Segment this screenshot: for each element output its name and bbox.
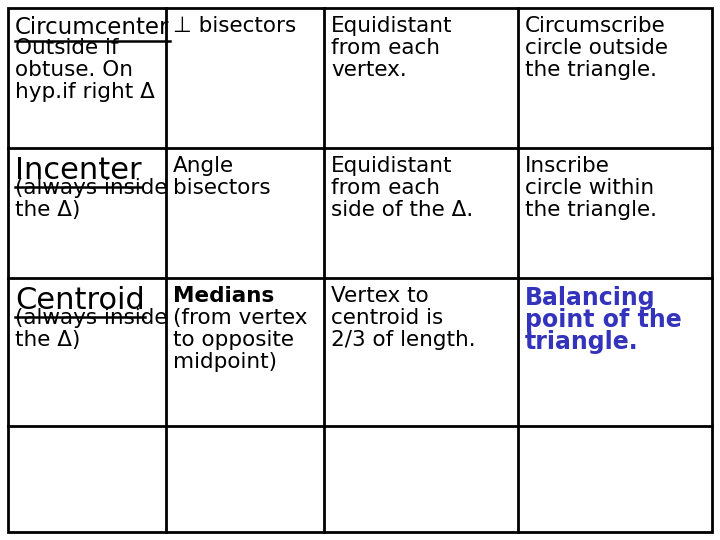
Text: triangle.: triangle. — [525, 330, 639, 354]
Text: to opposite: to opposite — [173, 330, 294, 350]
Text: Inscribe: Inscribe — [525, 156, 610, 176]
Text: obtuse. On: obtuse. On — [15, 60, 133, 80]
Text: point of the: point of the — [525, 308, 682, 332]
Text: Equidistant: Equidistant — [331, 16, 452, 36]
Text: side of the Δ.: side of the Δ. — [331, 200, 473, 220]
Text: from each: from each — [331, 178, 440, 198]
Text: Centroid: Centroid — [15, 286, 145, 315]
Text: Vertex to: Vertex to — [331, 286, 428, 306]
Text: Circumscribe: Circumscribe — [525, 16, 666, 36]
Text: Outside if: Outside if — [15, 38, 119, 58]
Text: (from vertex: (from vertex — [173, 308, 307, 328]
Text: 2/3 of length.: 2/3 of length. — [331, 330, 476, 350]
Text: Medians: Medians — [173, 286, 274, 306]
Text: Angle: Angle — [173, 156, 234, 176]
Text: circle outside: circle outside — [525, 38, 668, 58]
Text: Balancing: Balancing — [525, 286, 656, 310]
Text: the triangle.: the triangle. — [525, 200, 657, 220]
Text: the triangle.: the triangle. — [525, 60, 657, 80]
Text: from each: from each — [331, 38, 440, 58]
Text: midpoint): midpoint) — [173, 352, 277, 372]
Text: (always inside: (always inside — [15, 308, 168, 328]
Text: ⊥ bisectors: ⊥ bisectors — [173, 16, 296, 36]
Text: Equidistant: Equidistant — [331, 156, 452, 176]
Text: bisectors: bisectors — [173, 178, 271, 198]
Text: the Δ): the Δ) — [15, 330, 81, 350]
Text: the Δ): the Δ) — [15, 200, 81, 220]
Text: vertex.: vertex. — [331, 60, 407, 80]
Text: Incenter: Incenter — [15, 156, 142, 185]
Text: centroid is: centroid is — [331, 308, 444, 328]
Text: circle within: circle within — [525, 178, 654, 198]
Text: Circumcenter: Circumcenter — [15, 16, 169, 39]
Text: hyp.if right Δ: hyp.if right Δ — [15, 82, 155, 102]
Text: (always inside: (always inside — [15, 178, 168, 198]
